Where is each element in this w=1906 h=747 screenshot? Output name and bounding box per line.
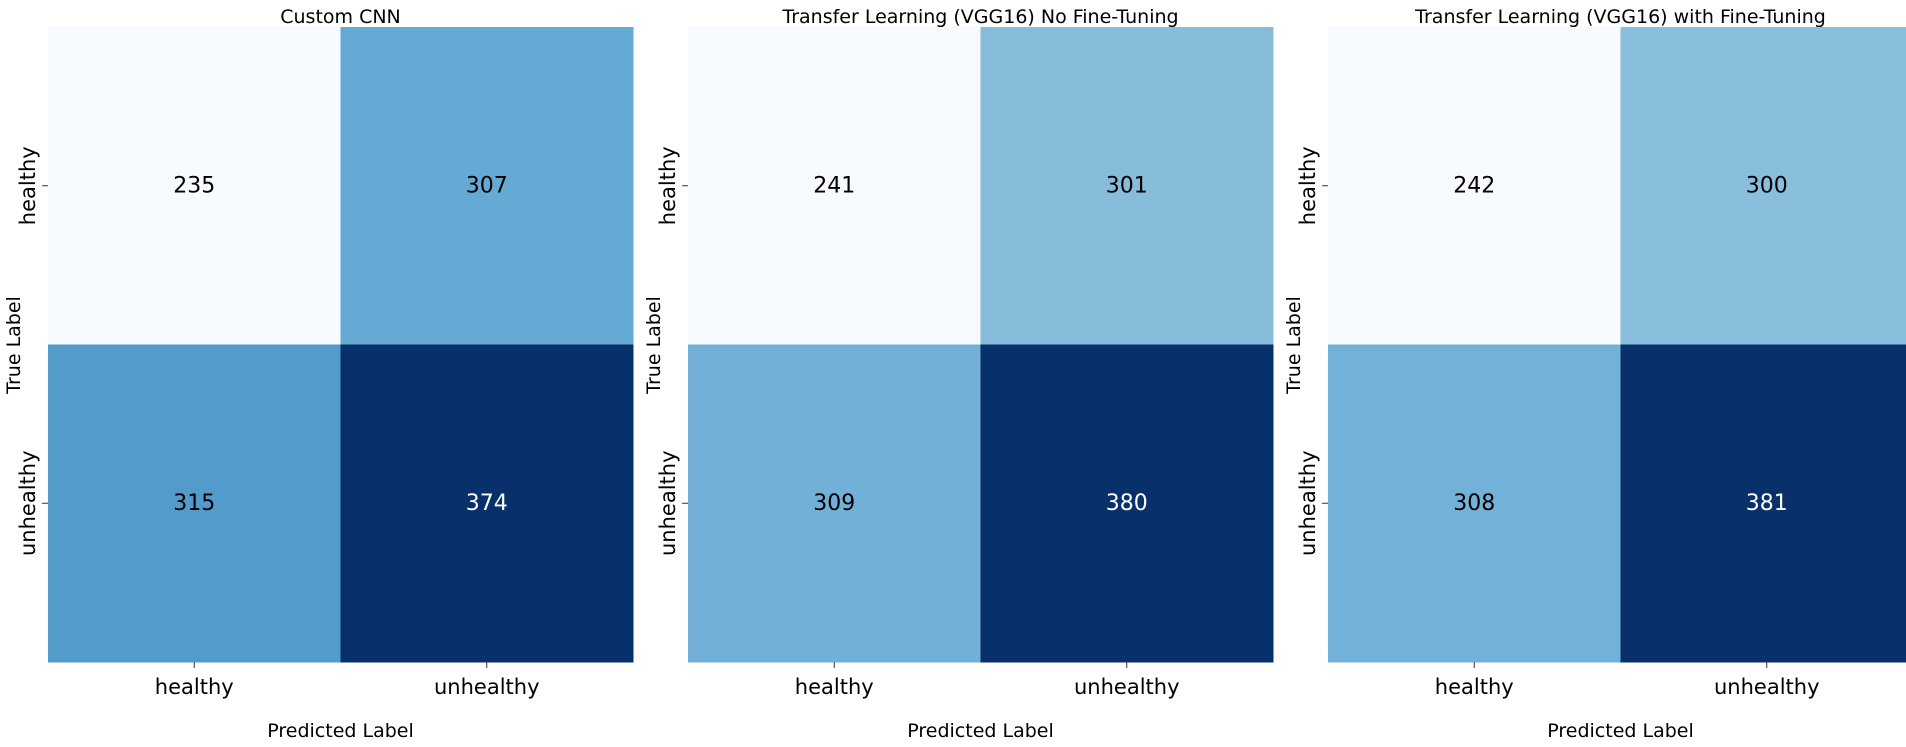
x-tick-label: healthy <box>795 675 874 699</box>
x-tick-label: healthy <box>1435 675 1514 699</box>
y-tick-label: healthy <box>1296 146 1320 225</box>
x-tick-label: unhealthy <box>1714 675 1820 699</box>
confusion-matrix-custom-cnn: Custom CNN True Label 235 307 315 374 health… <box>0 0 634 747</box>
heatmap-cell <box>48 344 341 663</box>
heatmap: 241 301 309 380 healthy unhealthy healthy unhea… <box>656 27 1274 699</box>
cell-value-label: 300 <box>1746 173 1788 198</box>
x-tick-label: unhealthy <box>434 675 540 699</box>
x-axis-label: Predicted Label <box>907 720 1054 742</box>
y-tick-label: healthy <box>16 146 40 225</box>
heatmap-cell <box>340 27 634 345</box>
x-axis-label: Predicted Label <box>1547 720 1694 742</box>
cell-value-label: 235 <box>173 173 215 198</box>
chart-title: Custom CNN <box>280 6 401 28</box>
cell-value-label: 374 <box>466 491 508 516</box>
heatmap-cell <box>688 27 981 345</box>
heatmap: 242 300 308 381 healthy unhealthy healthy unhea… <box>1296 27 1906 699</box>
heatmap-cell <box>1328 344 1621 663</box>
confusion-matrix-vgg16-fine-tuning: Transfer Learning (VGG16) with Fine-Tuni… <box>1280 0 1906 747</box>
cell-value-label: 381 <box>1746 491 1788 516</box>
x-tick-label: unhealthy <box>1074 675 1180 699</box>
cell-value-label: 242 <box>1453 173 1495 198</box>
chart-title: Transfer Learning (VGG16) No Fine-Tuning <box>782 6 1179 28</box>
cell-value-label: 241 <box>813 173 855 198</box>
y-tick-label: unhealthy <box>1296 450 1320 556</box>
heatmap-cell <box>980 27 1274 345</box>
x-tick-label: healthy <box>155 675 234 699</box>
y-tick-label: unhealthy <box>16 450 40 556</box>
cell-value-label: 307 <box>466 173 508 198</box>
heatmap-cell <box>1620 27 1906 345</box>
heatmap-cell <box>980 344 1274 663</box>
cell-value-label: 308 <box>1453 491 1495 516</box>
y-tick-label: unhealthy <box>656 450 680 556</box>
cell-value-label: 315 <box>173 491 215 516</box>
heatmap-cell <box>688 344 981 663</box>
cell-value-label: 309 <box>813 491 855 516</box>
y-tick-label: healthy <box>656 146 680 225</box>
x-axis-label: Predicted Label <box>267 720 414 742</box>
cell-value-label: 380 <box>1106 491 1148 516</box>
heatmap-cell <box>1620 344 1906 663</box>
cell-value-label: 301 <box>1106 173 1148 198</box>
heatmap-cell <box>340 344 634 663</box>
confusion-matrix-vgg16-no-fine-tuning: Transfer Learning (VGG16) No Fine-Tuning… <box>640 0 1274 747</box>
heatmap-cell <box>1328 27 1621 345</box>
heatmap-cell <box>48 27 341 345</box>
chart-title: Transfer Learning (VGG16) with Fine-Tuni… <box>1415 6 1826 28</box>
heatmap: 235 307 315 374 healthy unhealthy healthy unhea… <box>16 27 634 699</box>
